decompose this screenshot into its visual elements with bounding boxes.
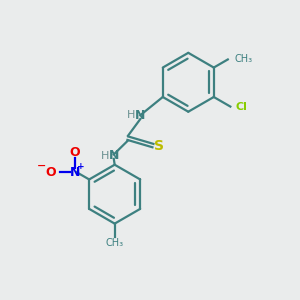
Text: H: H	[127, 110, 136, 120]
Text: CH₃: CH₃	[234, 55, 252, 64]
Text: +: +	[77, 162, 85, 171]
Text: Cl: Cl	[236, 102, 248, 112]
Text: −: −	[37, 160, 46, 171]
Text: CH₃: CH₃	[106, 238, 124, 248]
Text: O: O	[45, 166, 56, 178]
Text: N: N	[109, 149, 119, 162]
Text: H: H	[101, 151, 109, 161]
Text: O: O	[70, 146, 80, 159]
Text: N: N	[135, 109, 146, 122]
Text: S: S	[154, 139, 164, 153]
Text: N: N	[70, 166, 80, 178]
